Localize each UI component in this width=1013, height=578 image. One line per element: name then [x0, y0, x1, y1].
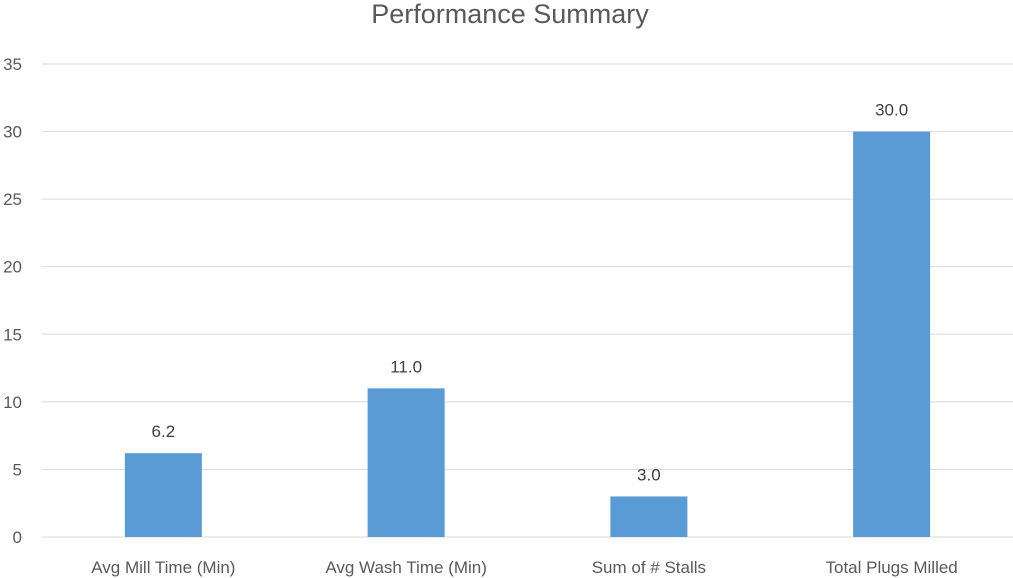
x-axis-labels: Avg Mill Time (Min) Avg Wash Time (Min) Su… [91, 558, 957, 577]
x-category-label: Avg Mill Time (Min) [91, 558, 235, 577]
x-category-label: Total Plugs Milled [825, 558, 957, 577]
bar [610, 496, 688, 537]
y-tick-label: 5 [13, 460, 22, 479]
bar [367, 388, 445, 537]
chart-title: Performance Summary [371, 0, 649, 29]
bar [124, 453, 202, 537]
y-tick-label: 30 [3, 123, 22, 142]
y-tick-label: 15 [3, 325, 22, 344]
y-axis-ticks: 0 5 10 15 20 25 30 35 [3, 55, 22, 547]
data-label: 6.2 [152, 422, 176, 441]
y-tick-label: 20 [3, 258, 22, 277]
y-tick-label: 0 [13, 528, 22, 547]
x-category-label: Avg Wash Time (Min) [325, 558, 487, 577]
bars [124, 131, 931, 538]
data-label: 11.0 [390, 357, 422, 376]
data-label: 30.0 [875, 101, 908, 120]
y-tick-label: 10 [3, 393, 22, 412]
x-category-label: Sum of # Stalls [592, 558, 706, 577]
bar [853, 131, 931, 538]
gridlines [42, 63, 1013, 538]
y-tick-label: 35 [3, 55, 22, 74]
y-tick-label: 25 [3, 190, 22, 209]
data-label: 3.0 [637, 465, 661, 484]
data-labels: 6.2 11.0 3.0 30.0 [152, 101, 909, 485]
